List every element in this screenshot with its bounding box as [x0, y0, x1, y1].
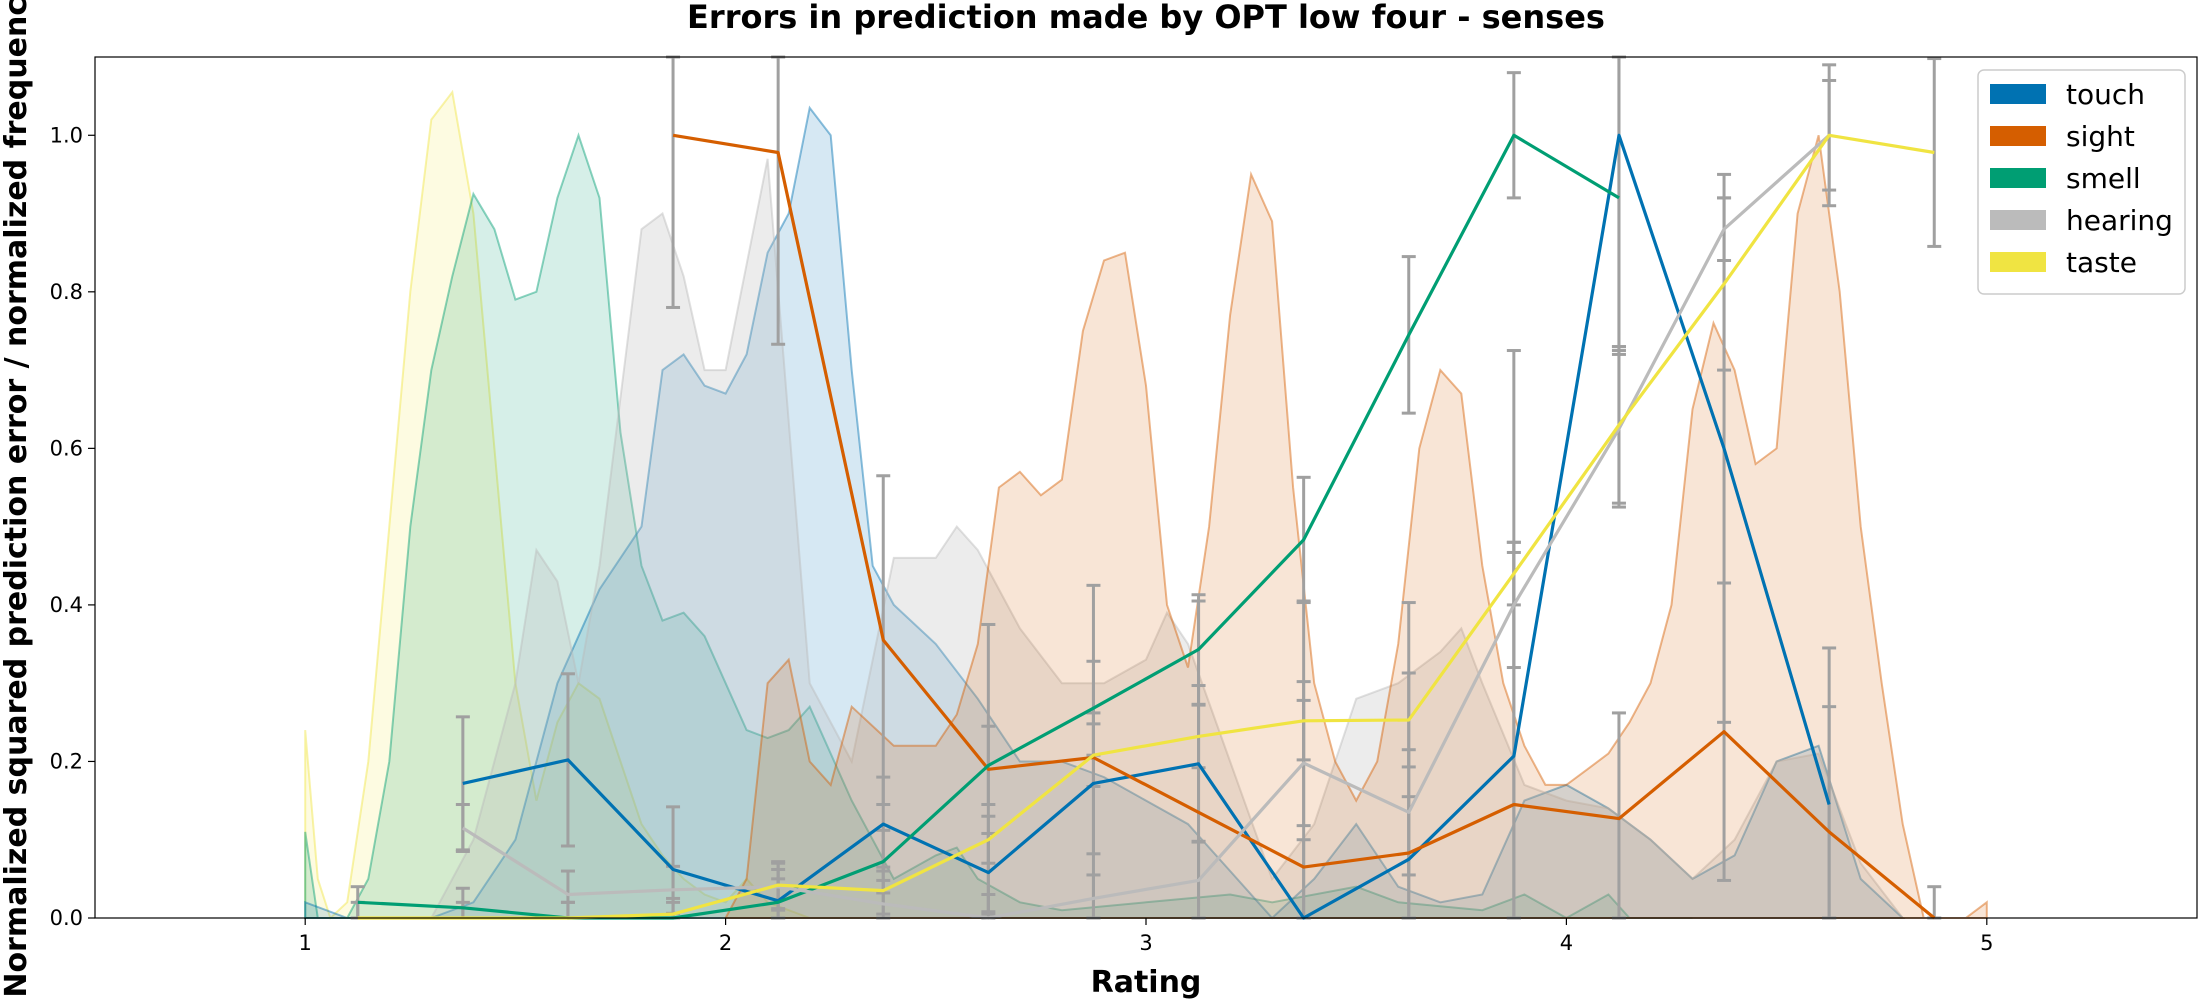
series-line-touch [462, 133, 1831, 920]
legend-item-touch: touch [1990, 78, 2145, 111]
legend-swatch [1990, 252, 2046, 272]
density-area-taste [304, 89, 852, 920]
line-layer [357, 133, 1936, 920]
y-axis-label: Normalized squared prediction error / no… [0, 0, 34, 998]
legend-swatch [1990, 126, 2046, 146]
x-tick-label: 5 [1980, 931, 1993, 955]
x-axis-label: Rating [1091, 965, 1202, 1000]
y-tick-label: 0.8 [50, 280, 83, 304]
density-area-hearing [429, 158, 1905, 919]
legend-item-taste: taste [1990, 246, 2137, 279]
density-layer [304, 89, 1988, 920]
series-line-sight [672, 133, 1936, 920]
legend-label: sight [2066, 120, 2135, 153]
chart-title: Errors in prediction made by OPT low fou… [687, 0, 1605, 36]
legend-item-smell: smell [1990, 162, 2141, 195]
legend-swatch [1990, 168, 2046, 188]
y-tick-label: 1.0 [50, 123, 83, 147]
x-tick-label: 1 [299, 931, 312, 955]
legend-item-hearing: hearing [1990, 204, 2173, 237]
error-bar-smell [1611, 55, 1626, 356]
y-axis: 0.0 0.2 0.4 0.6 0.8 1.0 [50, 123, 95, 930]
legend: touch sight smell hearing taste [1977, 69, 2186, 295]
y-tick-label: 0.2 [50, 749, 83, 773]
x-tick-label: 3 [1139, 931, 1152, 955]
legend-label: touch [2066, 78, 2145, 111]
y-tick-label: 0.6 [50, 436, 83, 460]
y-tick-label: 0.4 [50, 593, 83, 617]
legend-label: hearing [2066, 204, 2173, 237]
x-tick-label: 2 [719, 931, 732, 955]
legend-swatch [1990, 210, 2046, 230]
legend-label: smell [2066, 162, 2141, 195]
x-tick-label: 4 [1560, 931, 1573, 955]
legend-swatch [1990, 84, 2046, 104]
series-line-taste [357, 133, 1935, 920]
series-line-hearing [461, 134, 1831, 920]
density-area-touch [304, 105, 1906, 920]
density-area-sight [723, 135, 1988, 919]
y-tick-label: 0.0 [50, 906, 83, 930]
x-axis: 1 2 3 4 5 [299, 918, 1993, 955]
legend-item-sight: sight [1990, 120, 2135, 153]
legend-label: taste [2066, 246, 2137, 279]
density-area-smell [304, 132, 1693, 920]
